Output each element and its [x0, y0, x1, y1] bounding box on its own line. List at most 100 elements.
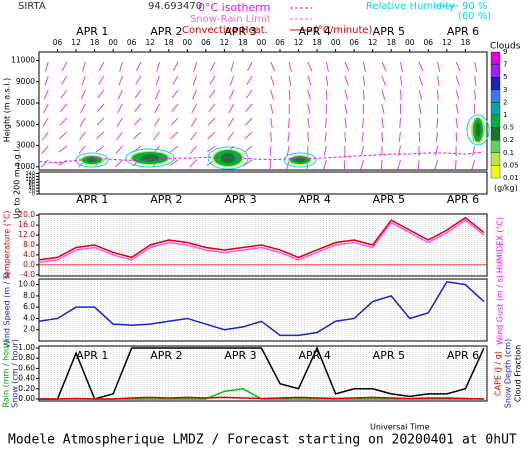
wind-arrow [45, 61, 49, 72]
wind-arrow [323, 159, 327, 170]
wind-arrow [115, 159, 123, 168]
colorbar-label: 5 [503, 73, 507, 81]
y-tick-label: 8.0 [23, 291, 35, 300]
wind-arrow [307, 103, 311, 114]
wind-arrow [362, 117, 364, 129]
plot-frame [38, 278, 488, 342]
site: SIRTA [18, 1, 46, 12]
y-tick-label: 0.60 [18, 363, 35, 372]
wind-arrow [207, 131, 216, 140]
day-label: APR 6 [447, 193, 479, 206]
wind-arrow [455, 89, 460, 100]
wind-arrow [245, 89, 253, 99]
wind-arrow [40, 159, 49, 168]
y2-axis-label: Cloud Fraction [514, 345, 523, 402]
y-tick-label: 100 [25, 177, 35, 183]
wind-arrow [119, 61, 123, 72]
wind-arrow [78, 145, 86, 154]
y-tick-label: 0.0 [23, 260, 35, 269]
wind-arrow [44, 75, 49, 86]
wind-arrow [455, 61, 461, 72]
wind-arrow [344, 61, 350, 72]
wind-arrow [437, 61, 441, 72]
day-label: APR 6 [447, 349, 479, 362]
wind-arrow [362, 61, 366, 72]
y-tick-label: 20 [29, 189, 35, 195]
wind-arrow [133, 131, 142, 140]
wind-arrow [418, 89, 423, 100]
day-label: APR 4 [299, 349, 331, 362]
caption: Modele Atmospherique LMDZ / Forecast sta… [8, 433, 517, 448]
wind-arrow [307, 75, 312, 86]
y-tick-label: 0.80 [18, 353, 35, 362]
y-tick-label: 140 [25, 171, 35, 177]
wind-arrow [417, 159, 420, 171]
hour-label: 06 [53, 38, 63, 47]
series-line [38, 219, 485, 264]
sub-y-axis-label: Up to 200 m a.g.l. [13, 147, 22, 219]
x-axis-label: Universal Time [370, 423, 430, 432]
day-label: APR 4 [299, 25, 331, 38]
wind-arrow [418, 61, 424, 72]
wind-arrow [270, 89, 274, 100]
legend-convective-unit: (°C/minute) [314, 25, 373, 36]
y-tick-label: 40 [29, 186, 35, 192]
wind-arrow [80, 89, 86, 100]
wind-arrow [134, 103, 142, 112]
wind-arrow [288, 61, 292, 72]
wind-arrow [399, 75, 403, 86]
wind-arrow [246, 75, 253, 85]
colorbar-label: 7 [503, 61, 507, 69]
wind-arrow [134, 89, 142, 99]
hour-label: 18 [238, 38, 248, 47]
y-tick-label: 10.0 [18, 280, 35, 289]
plot-frame [38, 51, 488, 171]
wind-arrow [418, 75, 423, 86]
cloud-outline [466, 114, 490, 146]
wind-arrow [474, 75, 477, 86]
y-axis-label: Rain (mm / hour) [2, 339, 11, 407]
wind-arrow [270, 117, 273, 128]
legend-convective: Convective Heat. [182, 25, 268, 36]
wind-arrow [323, 145, 327, 156]
wind-arrow [79, 117, 86, 127]
colorbar-label: 0.05 [503, 161, 519, 169]
legend-snow-rain: Snow-Rain Limit [190, 14, 271, 25]
wind-arrow [171, 103, 179, 112]
y-tick-label: 7000 [16, 98, 35, 107]
legend-symbols [290, 5, 458, 31]
y-tick-label: 4.0 [23, 250, 35, 259]
series-line [39, 346, 485, 400]
colorbar-swatch [490, 89, 501, 103]
y-tick-label: 1.00 [18, 343, 35, 352]
wind-arrow [244, 117, 253, 126]
hour-label: 18 [312, 38, 322, 47]
wind-arrow [79, 131, 86, 141]
hour-label: 06 [349, 38, 359, 47]
colorbar-label: 2 [503, 98, 507, 106]
wind-arrow [228, 103, 235, 114]
wind-arrow [230, 61, 235, 72]
wind-arrow [437, 75, 440, 86]
y-tick-label: -4.0 [20, 270, 35, 279]
cloud-outline [283, 152, 317, 168]
day-label: APR 3 [224, 349, 256, 362]
hour-label: 00 [257, 38, 267, 47]
wind-arrow [434, 145, 439, 156]
wind-arrow [344, 103, 348, 114]
wind-arrow [135, 61, 142, 72]
y-axis-label: Wind Speed (m / s) [3, 272, 12, 348]
wind-arrow [97, 89, 105, 99]
wind-arrow [80, 103, 86, 114]
wind-arrow [117, 89, 123, 100]
wind-arrow [344, 131, 347, 143]
wind-arrow [270, 103, 274, 114]
wind-arrow [381, 131, 384, 143]
wind-arrow [42, 117, 49, 127]
colorbar-label: 0.5 [503, 124, 514, 132]
colorbar-swatch [490, 77, 501, 90]
y2-axis-label: Wind Gust (m / s) [496, 275, 505, 345]
wind-arrow [455, 131, 458, 143]
hour-label: 00 [405, 38, 415, 47]
wind-arrow [135, 75, 142, 85]
